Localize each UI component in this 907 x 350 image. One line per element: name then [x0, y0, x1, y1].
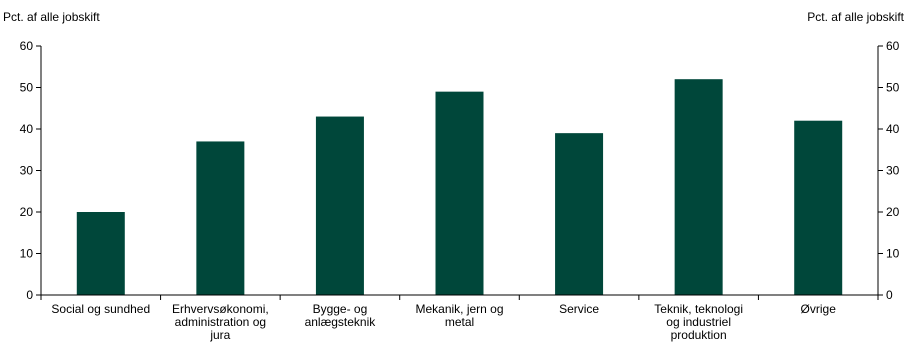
y-tick-label-right-50: 50: [886, 81, 900, 95]
y-tick-label-left-60: 60: [20, 39, 34, 53]
y-tick-label-right-60: 60: [886, 39, 900, 53]
x-tick-label-3: Mekanik, jern og metal: [415, 302, 503, 329]
y-tick-label-right-30: 30: [886, 164, 900, 178]
y-axis-title-right: Pct. af alle jobskift: [807, 10, 904, 24]
y-tick-label-right-10: 10: [886, 247, 900, 261]
bar-0: [76, 212, 125, 295]
y-tick-label-left-10: 10: [20, 247, 34, 261]
bar-3: [435, 91, 484, 296]
y-tick-label-left-50: 50: [20, 81, 34, 95]
y-tick-label-left-0: 0: [26, 288, 33, 302]
bar-5: [674, 79, 723, 295]
y-tick-label-left-40: 40: [20, 122, 34, 136]
x-tick-label-0: Social og sundhed: [51, 302, 150, 316]
y-tick-label-right-20: 20: [886, 205, 900, 219]
x-tick-label-6: Øvrige: [801, 302, 837, 316]
bar-6: [794, 120, 843, 295]
bar-4: [555, 133, 604, 295]
bar-1: [196, 141, 245, 295]
y-tick-label-left-30: 30: [20, 164, 34, 178]
x-tick-label-5: Teknik, teknologi og industriel produktion: [654, 302, 743, 342]
y-tick-label-left-20: 20: [20, 205, 34, 219]
y-axis-title-left: Pct. af alle jobskift: [3, 10, 100, 24]
x-tick-label-1: Erhvervsøkonomi, administration og jura: [172, 302, 269, 342]
y-tick-label-right-40: 40: [886, 122, 900, 136]
x-tick-label-4: Service: [559, 302, 599, 316]
y-tick-label-right-0: 0: [886, 288, 893, 302]
x-tick-label-2: Bygge- og anlægsteknik: [305, 302, 377, 329]
bar-2: [315, 116, 364, 295]
